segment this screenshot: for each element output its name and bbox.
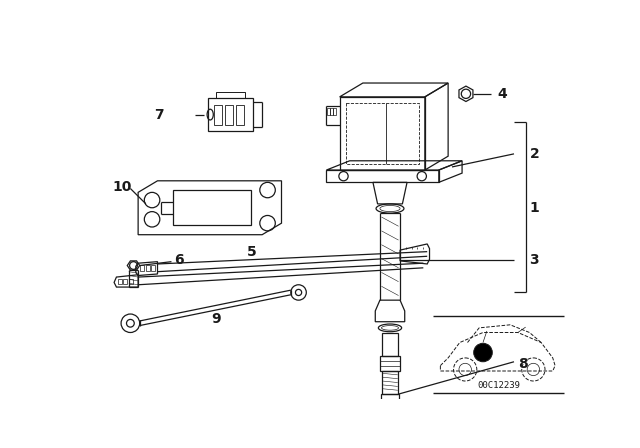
Bar (382, 332, 397, 356)
Bar (380, 356, 400, 371)
Text: 10: 10 (113, 180, 132, 194)
Bar (382, 371, 397, 394)
Text: 2: 2 (529, 147, 540, 161)
Bar (225, 104, 233, 125)
Bar (151, 265, 155, 271)
Text: 1: 1 (529, 201, 540, 215)
Bar (327, 108, 330, 115)
Bar (384, 416, 396, 428)
Bar (346, 103, 419, 164)
Bar (140, 265, 145, 271)
Text: 9: 9 (212, 312, 221, 327)
Bar (330, 108, 333, 115)
Text: 6: 6 (175, 253, 184, 267)
Bar (208, 99, 253, 131)
Circle shape (474, 343, 492, 362)
Bar (381, 394, 399, 416)
Text: 5: 5 (246, 246, 257, 259)
Bar (214, 104, 222, 125)
Bar (216, 92, 245, 99)
Text: 7: 7 (154, 108, 164, 121)
Bar (333, 108, 336, 115)
Text: 00C12239: 00C12239 (477, 381, 520, 390)
Text: 8: 8 (518, 357, 527, 371)
Bar (118, 279, 122, 284)
Bar (340, 97, 425, 170)
Bar (173, 190, 250, 225)
Text: 4: 4 (497, 87, 507, 101)
Bar (378, 402, 402, 405)
Bar (129, 279, 132, 284)
Bar (124, 279, 127, 284)
Bar (236, 104, 244, 125)
Text: 3: 3 (529, 253, 539, 267)
Bar (326, 170, 439, 182)
Bar (146, 265, 150, 271)
